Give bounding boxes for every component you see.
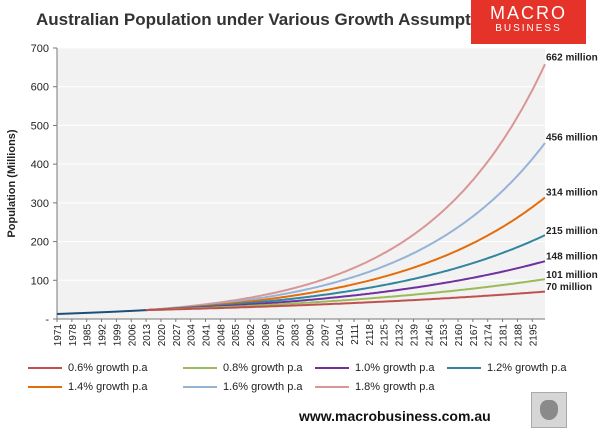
legend-label: 1.8% growth p.a	[355, 381, 435, 393]
y-tick-label: 200	[31, 237, 49, 249]
x-tick-label: 2097	[320, 324, 331, 347]
legend-swatch	[28, 367, 62, 370]
legend-label: 1.2% growth p.a	[487, 362, 567, 374]
x-tick-label: 2195	[528, 324, 539, 347]
x-tick-label: 2174	[484, 324, 495, 347]
legend-swatch	[183, 367, 217, 370]
x-tick-label: 2041	[202, 324, 213, 347]
x-tick-label: 1971	[53, 324, 64, 347]
legend-swatch	[447, 367, 481, 370]
legend-label: 0.8% growth p.a	[223, 362, 303, 374]
chart-title: Australian Population under Various Grow…	[36, 10, 506, 29]
end-label: 314 million	[546, 187, 598, 198]
x-tick-label: 2125	[380, 324, 391, 347]
legend-label: 1.4% growth p.a	[68, 381, 148, 393]
x-tick-label: 2146	[424, 324, 435, 347]
footer-url[interactable]: www.macrobusiness.com.au	[299, 408, 491, 424]
legend-swatch	[183, 386, 217, 389]
x-tick-label: 1978	[68, 324, 79, 347]
x-tick-label: 2083	[291, 324, 302, 347]
plot-area	[57, 48, 545, 319]
x-tick-label: 2139	[409, 324, 420, 347]
y-axis-title: Population (Millions)	[6, 129, 18, 237]
end-label: 662 million	[546, 53, 598, 64]
series-line-0-6-growth-p-a	[146, 290, 546, 312]
legend-item: 0.8% growth p.a	[183, 362, 303, 374]
end-label: 148 million	[546, 252, 598, 263]
macrobusiness-logo: MACRO BUSINESS	[471, 0, 586, 44]
legend-swatch	[315, 367, 349, 370]
y-tick-label: 500	[31, 120, 49, 132]
x-tick-label: 2006	[127, 324, 138, 347]
x-tick-label: 2132	[395, 324, 406, 347]
x-tick-label: 2111	[350, 324, 361, 345]
x-tick-label: 2062	[246, 324, 257, 347]
y-tick-label: 700	[31, 43, 49, 55]
legend-item: 1.4% growth p.a	[28, 381, 148, 393]
x-tick-label: 1992	[98, 324, 109, 347]
x-tick-label: 1985	[83, 324, 94, 347]
logo-line1: MACRO	[490, 3, 567, 23]
legend-label: 0.6% growth p.a	[68, 362, 148, 374]
legend-swatch	[28, 386, 62, 389]
end-label: 70 million	[546, 282, 592, 293]
x-tick-label: 2027	[172, 324, 183, 347]
x-tick-label: 2118	[365, 324, 376, 346]
x-tick-label: 2090	[305, 324, 316, 347]
x-tick-label: 2020	[157, 324, 168, 347]
x-tick-label: 2181	[499, 324, 510, 347]
legend-item: 1.6% growth p.a	[183, 381, 303, 393]
x-tick-label: 2076	[276, 324, 287, 347]
x-tick-label: 2034	[187, 324, 198, 347]
series-line-historical	[56, 309, 147, 315]
end-label: 456 million	[546, 132, 598, 143]
x-tick-label: 2188	[513, 324, 524, 347]
x-tick-label: 2069	[261, 324, 272, 347]
legend-item: 1.8% growth p.a	[315, 381, 435, 393]
wolf-logo-icon	[531, 392, 567, 428]
y-tick-label: 400	[31, 159, 49, 171]
x-tick-label: 2167	[469, 324, 480, 347]
legend-item: 0.6% growth p.a	[28, 362, 148, 374]
logo-line2: BUSINESS	[495, 23, 562, 34]
legend-label: 1.6% growth p.a	[223, 381, 303, 393]
end-label: 101 million	[546, 270, 598, 281]
x-tick-label: 2153	[439, 324, 450, 347]
x-tick-label: 1999	[112, 324, 123, 347]
legend-swatch	[315, 386, 349, 389]
y-tick-label: -	[45, 314, 49, 326]
y-tick-label: 300	[31, 198, 49, 210]
y-tick-label: 600	[31, 82, 49, 94]
legend-item: 1.2% growth p.a	[447, 362, 567, 374]
legend-item: 1.0% growth p.a	[315, 362, 435, 374]
y-tick-label: 100	[31, 275, 49, 287]
x-tick-label: 2013	[142, 324, 153, 347]
x-tick-label: 2055	[231, 324, 242, 347]
x-tick-label: 2160	[454, 324, 465, 347]
x-tick-label: 2104	[335, 324, 346, 347]
end-label: 215 million	[546, 226, 598, 237]
legend-label: 1.0% growth p.a	[355, 362, 435, 374]
x-tick-label: 2048	[216, 324, 227, 347]
